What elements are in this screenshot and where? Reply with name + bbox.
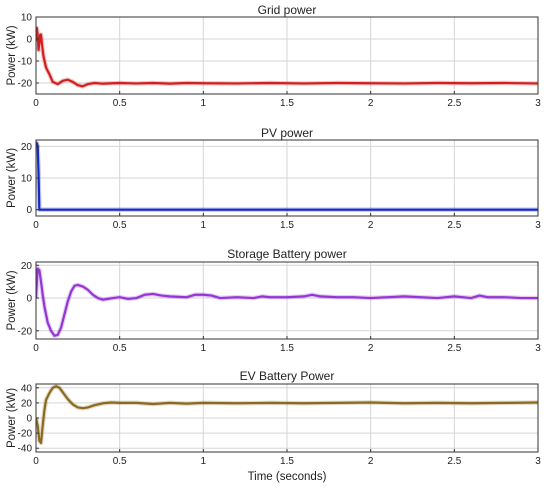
chart-title: Storage Battery power xyxy=(227,247,346,261)
x-tick-label: 0.5 xyxy=(113,456,127,467)
x-tick-label: 1.5 xyxy=(280,456,294,467)
x-axis-label: Time (seconds) xyxy=(248,471,327,483)
chart-panel-1: 0 0.5 1 1.5 2 2.5 3 10 0 -10 -20 Grid power Power (k… xyxy=(6,3,541,109)
chart-title: PV power xyxy=(261,126,313,140)
y-tick-label: 0 xyxy=(26,414,32,425)
y-axis-label: Power (kW) xyxy=(6,148,18,208)
y-tick-label: -10 xyxy=(18,57,33,68)
x-tick-label: 2.5 xyxy=(447,220,461,231)
x-tick-label: 3 xyxy=(535,98,541,109)
y-tick-label: -20 xyxy=(18,429,33,440)
x-tick-label: 0.5 xyxy=(113,98,127,109)
x-tick-label: 1 xyxy=(201,220,207,231)
x-tick-label: 0 xyxy=(33,220,39,231)
x-tick-label: 0 xyxy=(33,98,39,109)
y-tick-label: 0 xyxy=(26,294,32,305)
x-tick-label: 3 xyxy=(535,343,541,354)
y-tick-label: -20 xyxy=(18,326,33,337)
x-tick-label: 0 xyxy=(33,343,39,354)
series-line xyxy=(36,267,538,337)
x-tick-label: 0 xyxy=(33,456,39,467)
y-tick-label: -20 xyxy=(18,79,33,90)
x-tick-label: 3 xyxy=(535,220,541,231)
x-tick-label: 1.5 xyxy=(280,343,294,354)
x-tick-label: 2 xyxy=(368,456,374,467)
x-tick-label: 0.5 xyxy=(113,220,127,231)
y-tick-label: 0 xyxy=(26,35,32,46)
x-tick-label: 2 xyxy=(368,98,374,109)
chart-title: Grid power xyxy=(258,3,317,17)
x-tick-label: 1 xyxy=(201,98,207,109)
y-tick-label: 0 xyxy=(26,205,32,216)
y-tick-label: 20 xyxy=(21,261,33,272)
y-axis-label: Power (kW) xyxy=(6,270,18,330)
x-tick-label: 2 xyxy=(368,220,374,231)
x-tick-label: 0.5 xyxy=(113,343,127,354)
y-tick-label: 10 xyxy=(21,174,33,185)
x-tick-label: 2 xyxy=(368,343,374,354)
x-tick-label: 1 xyxy=(201,456,207,467)
series-line xyxy=(36,26,538,88)
y-axis-label: Power (kW) xyxy=(6,25,18,85)
y-tick-label: -40 xyxy=(18,444,33,455)
y-tick-label: 40 xyxy=(21,383,33,394)
y-tick-label: 20 xyxy=(21,142,33,153)
y-axis-label: Power (kW) xyxy=(6,388,18,448)
x-tick-label: 2.5 xyxy=(447,98,461,109)
x-tick-label: 2.5 xyxy=(447,343,461,354)
chart-title: EV Battery Power xyxy=(240,369,335,383)
x-tick-label: 1.5 xyxy=(280,220,294,231)
x-tick-label: 1.5 xyxy=(280,98,294,109)
x-tick-label: 2.5 xyxy=(447,456,461,467)
chart-panel-2: 0 0.5 1 1.5 2 2.5 3 20 10 0 PV power Power (kW) xyxy=(6,126,541,231)
series-line xyxy=(36,385,538,445)
chart-panel-4: 0 0.5 1 1.5 2 2.5 3 40 20 0 -20 -40 EV Battery Power… xyxy=(6,369,541,467)
x-tick-label: 3 xyxy=(535,456,541,467)
y-tick-label: 20 xyxy=(21,398,33,409)
x-tick-label: 1 xyxy=(201,343,207,354)
y-tick-label: 10 xyxy=(21,13,33,24)
